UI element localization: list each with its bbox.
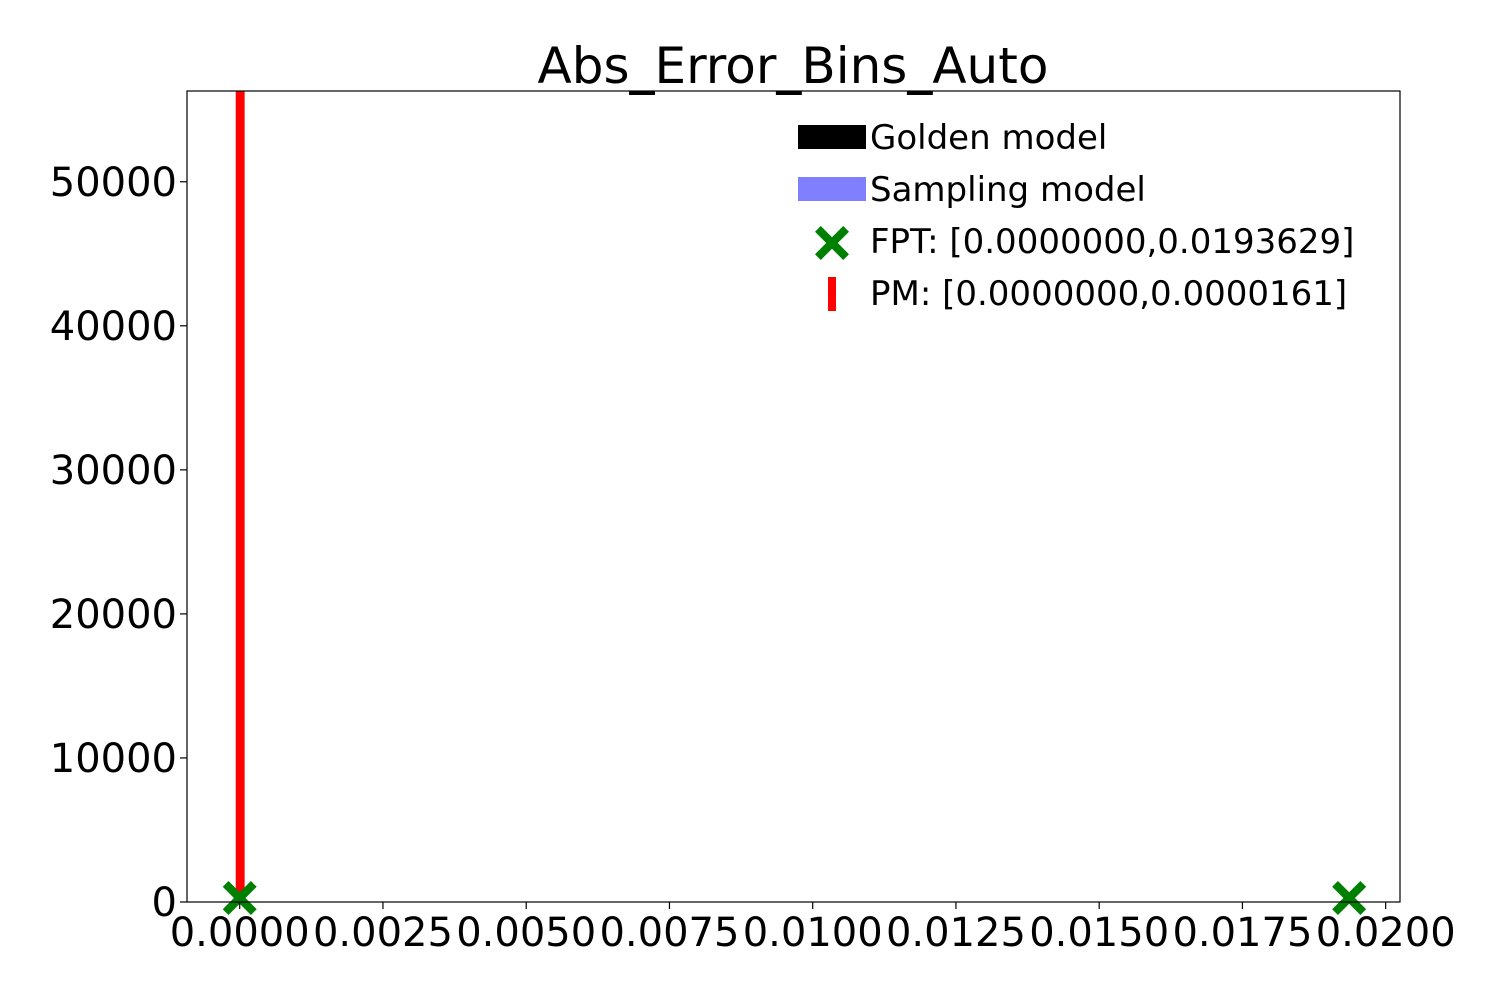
legend-label-3: PM: [0.0000000,0.0000161] (870, 274, 1347, 314)
x-tick-label-6: 0.0150 (1029, 910, 1169, 956)
fpt-marker-0 (222, 881, 257, 915)
y-tick-label-1: 10000 (50, 736, 177, 782)
x-tick-label-7: 0.0175 (1172, 910, 1312, 956)
axes-layer: 0.0000 0.0025 0.0050 0.0075 0.0100 0.0125 0.01… (50, 160, 1456, 956)
y-tick-label-0: 0 (152, 880, 177, 926)
x-tick-label-4: 0.0100 (743, 910, 883, 956)
y-tick-label-3: 30000 (50, 448, 177, 494)
plot-frame (186, 90, 1401, 903)
x-tick-label-3: 0.0075 (599, 910, 739, 956)
legend-swatch-0 (798, 125, 866, 149)
legend-box (790, 109, 1380, 324)
y-tick-label-2: 20000 (50, 592, 177, 638)
x-tick-label-5: 0.0125 (886, 910, 1026, 956)
legend-label-2: FPT: [0.0000000,0.0193629] (870, 222, 1354, 262)
fpt-marker-1 (1332, 881, 1367, 915)
y-tick-label-4: 40000 (50, 304, 177, 350)
x-tick-label-8: 0.0200 (1316, 910, 1456, 956)
legend-swatch-2 (815, 226, 849, 260)
x-tick-label-1: 0.0025 (313, 910, 453, 956)
chart-title: Abs_Error_Bins_Auto (538, 37, 1049, 95)
marks-layer (222, 91, 1367, 915)
x-tick-label-0: 0.0000 (170, 910, 310, 956)
y-tick-label-5: 50000 (50, 160, 177, 206)
legend: Golden model Sampling model FPT: [0.000000… (790, 109, 1380, 324)
legend-swatch-1 (798, 177, 866, 201)
legend-label-0: Golden model (870, 118, 1107, 158)
legend-label-1: Sampling model (870, 170, 1146, 210)
x-tick-label-2: 0.0050 (456, 910, 596, 956)
